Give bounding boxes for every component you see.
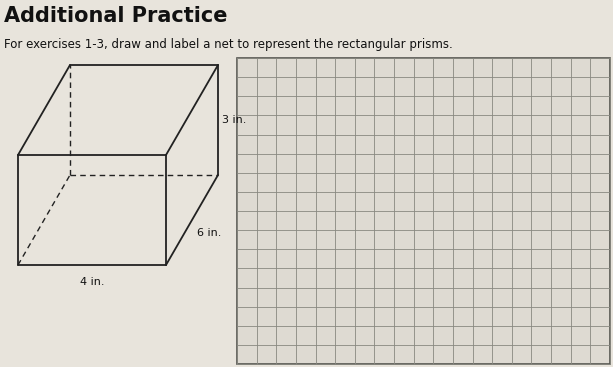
Text: Additional Practice: Additional Practice: [4, 6, 227, 26]
Text: 4 in.: 4 in.: [80, 277, 104, 287]
Bar: [237, 58, 610, 364]
Text: For exercises 1-3, draw and label a net to represent the rectangular prisms.: For exercises 1-3, draw and label a net …: [4, 38, 453, 51]
Text: 6 in.: 6 in.: [197, 228, 221, 238]
Text: 3 in.: 3 in.: [222, 115, 246, 125]
